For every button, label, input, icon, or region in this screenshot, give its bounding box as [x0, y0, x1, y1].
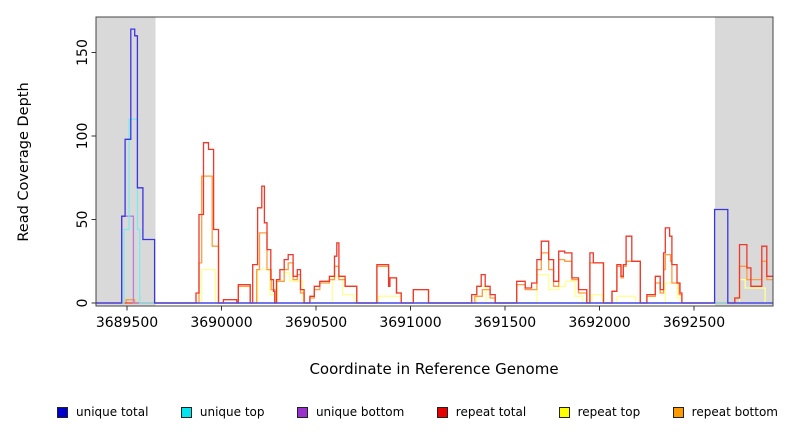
- shaded-bands: [96, 17, 773, 306]
- x-tick-label: 3691500: [474, 315, 536, 331]
- y-axis-title: Read Coverage Depth: [16, 82, 32, 241]
- right-gray-band: [714, 17, 773, 306]
- plot-frame: [95, 16, 774, 307]
- series-lines: [96, 28, 773, 304]
- legend-label: repeat top: [577, 405, 641, 419]
- left-gray-band: [96, 17, 156, 306]
- legend-item-repeat-bottom: repeat bottom: [672, 405, 778, 419]
- y-tick-label: 150: [75, 39, 91, 66]
- x-tick-label: 3690000: [190, 315, 252, 331]
- plot-border: [95, 16, 774, 307]
- x-tick-label: 3691000: [379, 315, 441, 331]
- legend-item-unique-top: unique top: [180, 405, 265, 419]
- legend-swatch-icon: [180, 406, 192, 418]
- x-axis-title: Coordinate in Reference Genome: [309, 360, 558, 378]
- legend-swatch-icon: [436, 406, 448, 418]
- legend-swatch-icon: [57, 406, 68, 418]
- x-tick-label: 3692000: [568, 315, 630, 331]
- legend-swatch-icon: [296, 406, 308, 418]
- legend: unique total unique top unique bottom repea…: [0, 399, 792, 425]
- series-line-repeat-bottom: [96, 175, 773, 304]
- x-tick-label: 3689500: [96, 315, 158, 331]
- series-line-unique-top: [96, 118, 773, 304]
- legend-item-repeat-total: repeat total: [436, 405, 527, 419]
- legend-label: unique top: [199, 405, 265, 419]
- legend-label: repeat bottom: [691, 405, 778, 419]
- series-line-repeat-total: [96, 142, 773, 304]
- legend-swatch-icon: [672, 406, 684, 418]
- coverage-plot: 3689500 3690000 3690500 3691000 3691500 36920…: [16, 16, 774, 378]
- legend-swatch-icon: [558, 406, 570, 418]
- legend-label: unique total: [76, 405, 149, 419]
- y-tick-label: 100: [75, 123, 91, 150]
- legend-item-unique-total: unique total: [57, 405, 148, 419]
- legend-label: repeat total: [455, 405, 527, 419]
- axis-ticks: 3689500 3690000 3690500 3691000 3691500 36920…: [75, 39, 725, 331]
- x-tick-label: 3692500: [663, 315, 725, 331]
- y-tick-label: 0: [75, 299, 91, 308]
- series-line-unique-total: [96, 28, 773, 304]
- legend-item-repeat-top: repeat top: [558, 405, 641, 419]
- y-tick-label: 50: [75, 211, 91, 229]
- legend-item-unique-bottom: unique bottom: [296, 405, 405, 419]
- legend-label: unique bottom: [315, 405, 405, 419]
- x-tick-label: 3690500: [285, 315, 347, 331]
